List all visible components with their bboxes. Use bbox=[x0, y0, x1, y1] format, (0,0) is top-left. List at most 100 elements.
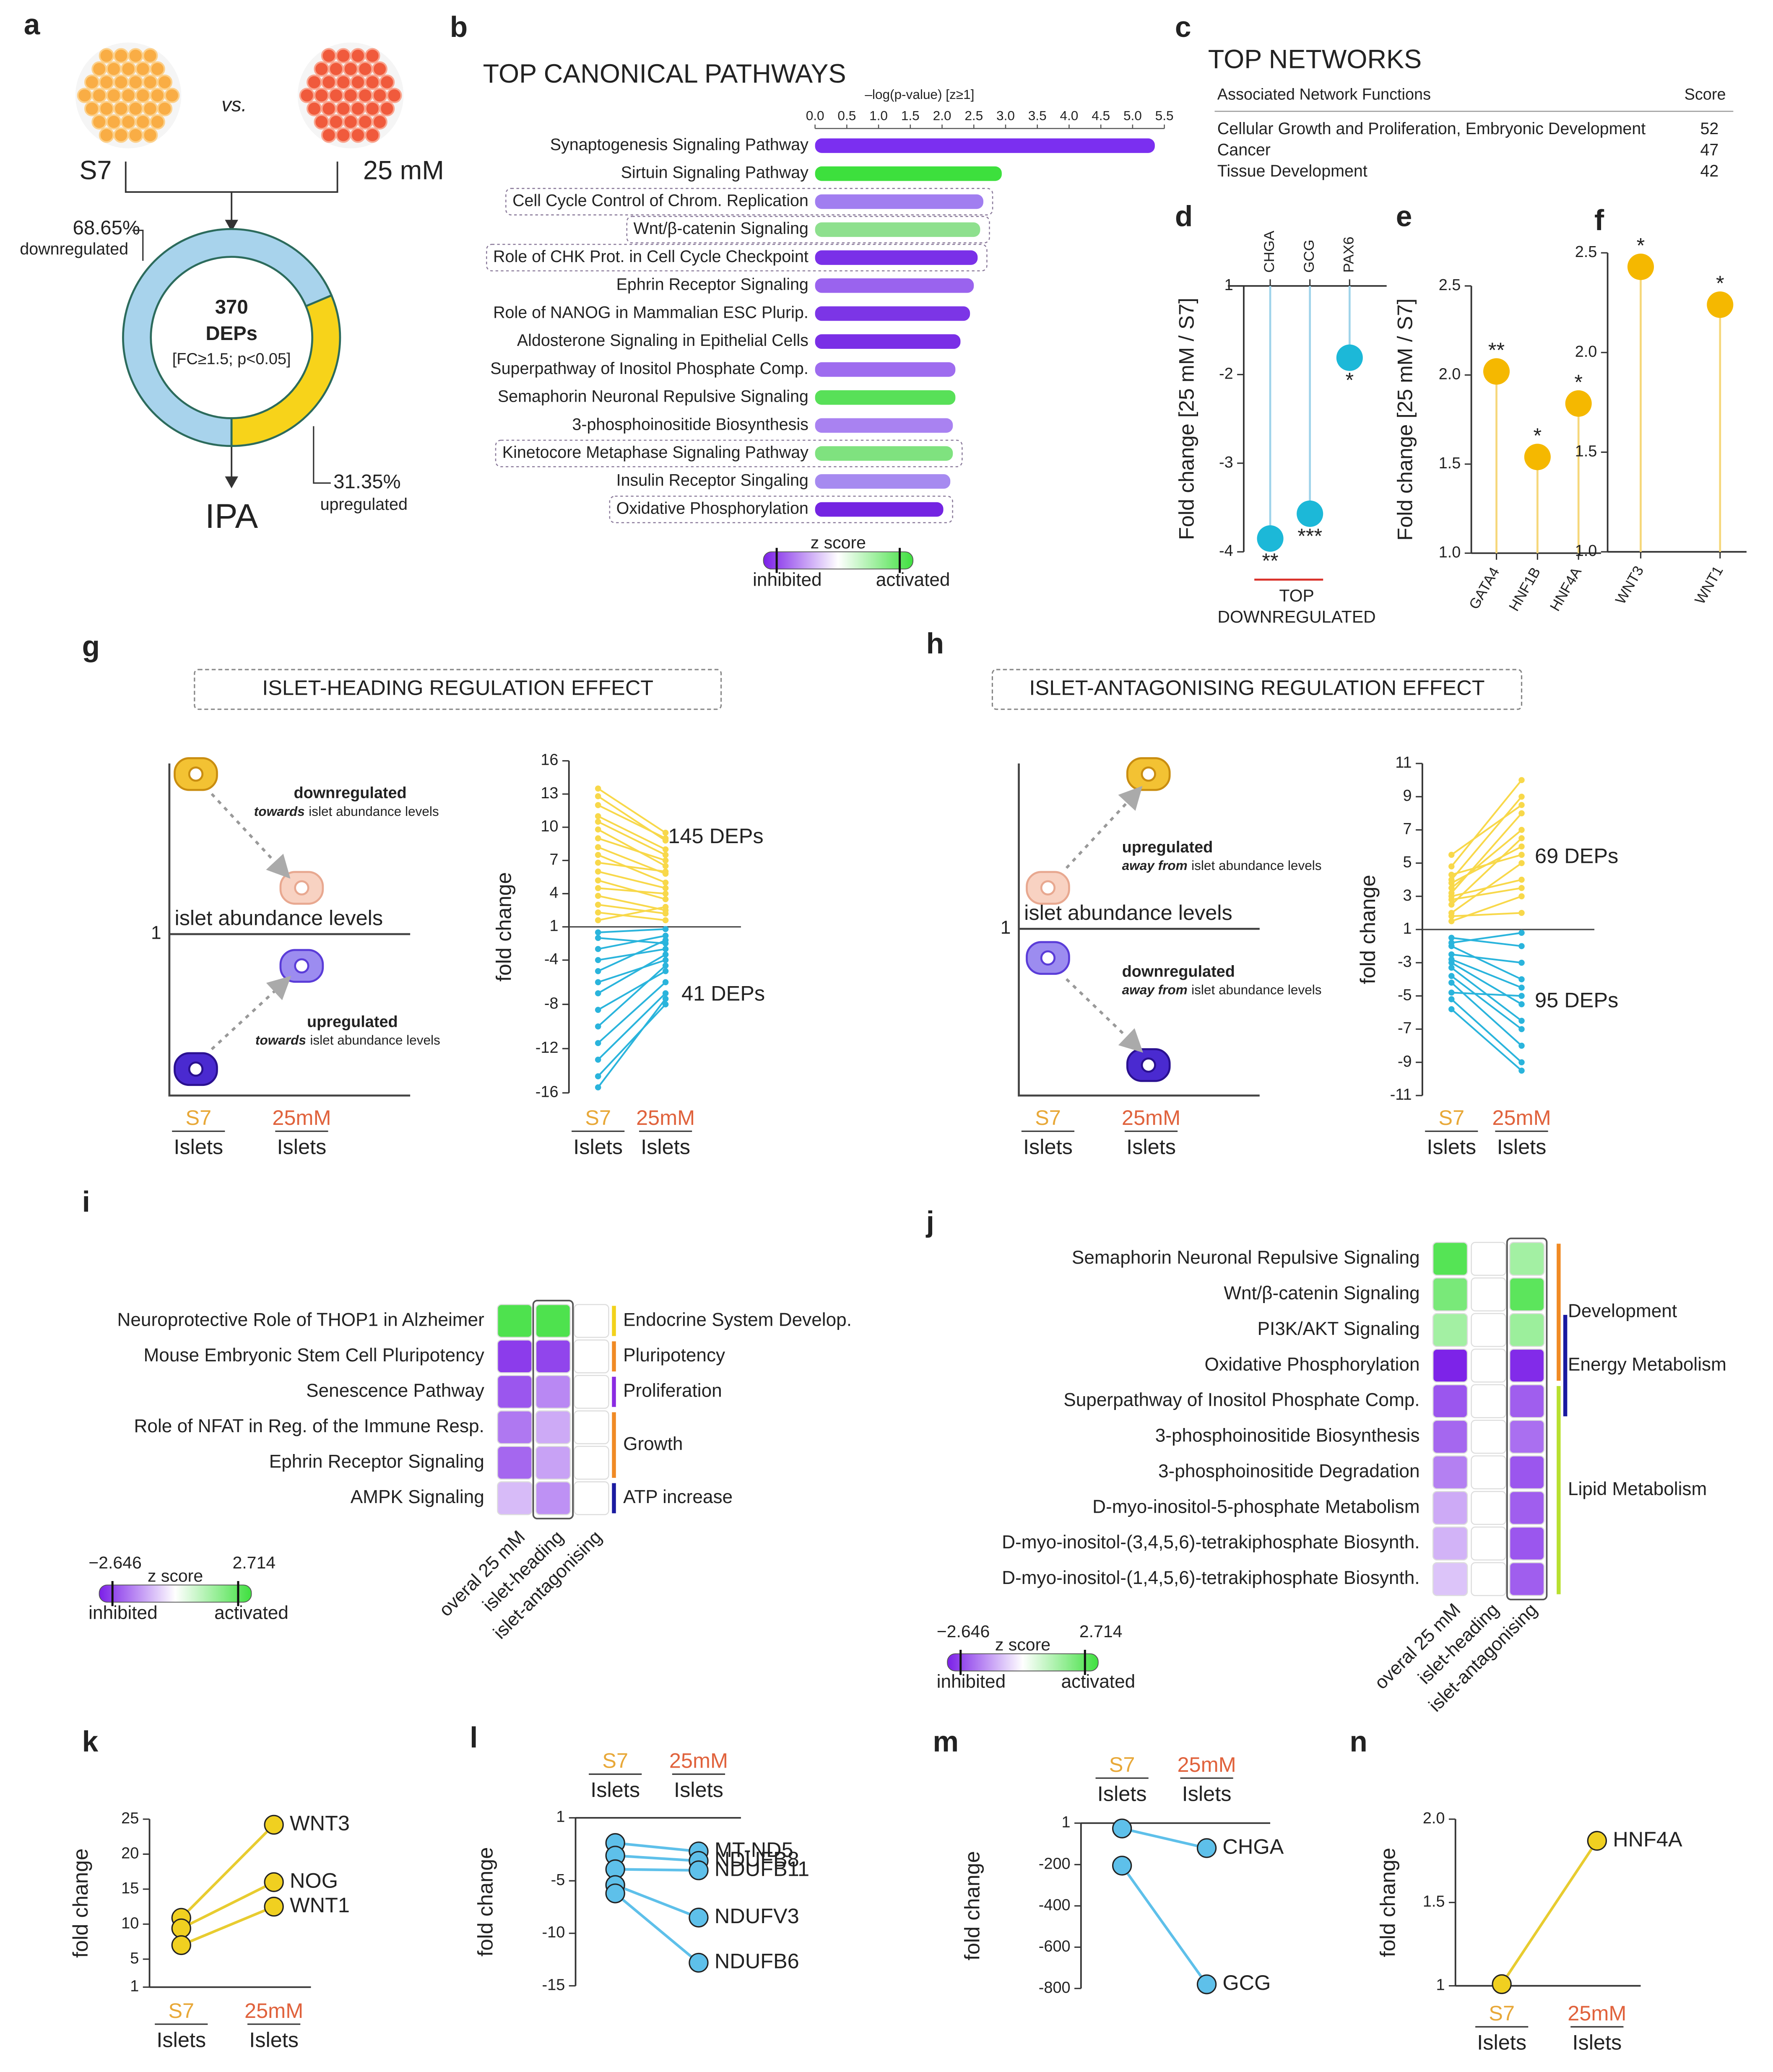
donut-value-label: 31.35% bbox=[333, 471, 400, 493]
annotation: 41 DEPs bbox=[681, 981, 765, 1005]
marker bbox=[605, 1883, 625, 1903]
pair-line bbox=[1451, 953, 1522, 964]
x-category: S7 bbox=[585, 1106, 611, 1129]
pair-dot bbox=[1518, 860, 1525, 866]
marker bbox=[264, 1815, 284, 1835]
cell-dot bbox=[314, 88, 330, 103]
heat-cell bbox=[1432, 1241, 1468, 1276]
heat-cell bbox=[1509, 1420, 1545, 1454]
x-sublabel: Islets bbox=[573, 1135, 623, 1159]
pair-line bbox=[1451, 912, 1522, 917]
pair-line bbox=[1451, 975, 1522, 1030]
x-tick-label: 0.0 bbox=[806, 108, 824, 123]
series-label: NDUFB11 bbox=[715, 1856, 809, 1880]
heat-cell bbox=[1509, 1348, 1545, 1383]
pair-dot bbox=[1518, 777, 1525, 783]
x-tick-label: 1.0 bbox=[869, 108, 888, 123]
cell-dot bbox=[372, 88, 387, 103]
y-tick-label: 16 bbox=[541, 751, 558, 769]
heat-cell bbox=[1432, 1526, 1468, 1561]
pair-dot bbox=[662, 917, 669, 924]
pair-line bbox=[1451, 895, 1522, 922]
pair-line bbox=[598, 937, 666, 945]
bar bbox=[815, 166, 1002, 181]
pair-dot bbox=[595, 868, 601, 875]
cell-dot bbox=[99, 48, 114, 64]
cell-nucleus bbox=[294, 880, 309, 896]
heat-cell bbox=[497, 1481, 533, 1515]
cell-dot bbox=[113, 127, 129, 143]
empty-cell bbox=[1471, 1313, 1506, 1347]
cell-dot bbox=[128, 101, 143, 117]
pair-dot bbox=[1518, 885, 1525, 891]
pair-line bbox=[598, 904, 666, 915]
pair-dot bbox=[662, 896, 669, 902]
y-tick-label: -11 bbox=[1390, 1086, 1412, 1104]
y-tick-label: -400 bbox=[1039, 1896, 1071, 1914]
row-label: Semaphorin Neuronal Repulsive Signaling bbox=[1072, 1247, 1420, 1268]
pair-dot bbox=[1448, 940, 1455, 946]
cell-dot bbox=[350, 127, 366, 143]
pair-line bbox=[598, 970, 666, 1011]
pair-dot bbox=[595, 793, 601, 800]
pair-dot bbox=[1448, 852, 1455, 858]
y-tick-label: 1 bbox=[1062, 1813, 1071, 1831]
y-category: Synaptogenesis Signaling Pathway bbox=[550, 135, 809, 154]
y-tick-label: -5 bbox=[551, 1871, 565, 1889]
row-label: D-myo-inositol-5-phosphate Metabolism bbox=[1092, 1496, 1419, 1517]
pair-line bbox=[1451, 932, 1522, 944]
z-tick-label: −2.646 bbox=[937, 1622, 990, 1641]
z-legend-title: z score bbox=[995, 1635, 1050, 1654]
pair-line bbox=[598, 911, 666, 921]
row-label: PI3K/AKT Signaling bbox=[1258, 1319, 1420, 1339]
emphasis: away from bbox=[1122, 858, 1188, 873]
donut-value-label: 68.65% bbox=[73, 217, 140, 239]
cell-nucleus bbox=[188, 766, 204, 782]
emphasis: towards bbox=[254, 804, 305, 819]
z-tick-label: 2.714 bbox=[1079, 1622, 1123, 1641]
y-axis-label: fold change bbox=[492, 872, 516, 981]
dashed-arrow bbox=[1065, 795, 1134, 869]
effect-label: upregulated bbox=[307, 1013, 398, 1031]
lollipop-dot bbox=[1627, 253, 1654, 280]
pair-dot bbox=[595, 968, 601, 974]
y-tick-label: -3 bbox=[1219, 454, 1233, 471]
pair-dot bbox=[595, 844, 601, 850]
empty-cell bbox=[574, 1375, 609, 1409]
donut-segment bbox=[230, 294, 341, 447]
cell-nucleus bbox=[294, 958, 309, 974]
row-label: 3-phosphoinositide Degradation bbox=[1158, 1461, 1420, 1481]
series-label: NDUFB8 bbox=[715, 1847, 799, 1871]
pair-line bbox=[1451, 945, 1522, 980]
series-label: HNF4A bbox=[1613, 1827, 1682, 1851]
pair-dot bbox=[662, 968, 669, 974]
y-tick-label: 3 bbox=[1403, 887, 1412, 904]
pair-dot bbox=[662, 962, 669, 969]
title-box bbox=[194, 669, 722, 710]
heat-cell bbox=[535, 1410, 571, 1444]
pair-line bbox=[598, 948, 666, 961]
y-category: Insulin Receptor Singaling bbox=[616, 471, 809, 490]
heat-cell bbox=[1509, 1241, 1545, 1276]
pair-dot bbox=[662, 879, 669, 886]
pair-dot bbox=[1518, 910, 1525, 916]
cell-dot bbox=[321, 101, 337, 117]
footer: DOWNREGULATED bbox=[1217, 607, 1375, 626]
heat-cell bbox=[535, 1339, 571, 1374]
pair-line bbox=[1451, 887, 1522, 901]
x-category: S7 bbox=[168, 1999, 194, 2023]
x-sublabel: Islets bbox=[1097, 1781, 1147, 1805]
donut-category: downregulated bbox=[20, 240, 128, 258]
lollipop-dot bbox=[1524, 444, 1551, 470]
x-tick-label: 3.0 bbox=[996, 108, 1015, 123]
series-line bbox=[614, 1892, 699, 1964]
series-line bbox=[1121, 1864, 1208, 1985]
cell-dot bbox=[386, 88, 402, 103]
pair-dot bbox=[1448, 880, 1455, 886]
y-tick-label: 1.0 bbox=[1575, 542, 1597, 560]
cell-dot bbox=[328, 88, 344, 103]
x-category: GCG bbox=[1301, 239, 1317, 273]
z-legend-bar bbox=[99, 1584, 252, 1603]
cell-nucleus bbox=[1141, 766, 1156, 782]
y-tick-label: 1 bbox=[1403, 920, 1412, 937]
